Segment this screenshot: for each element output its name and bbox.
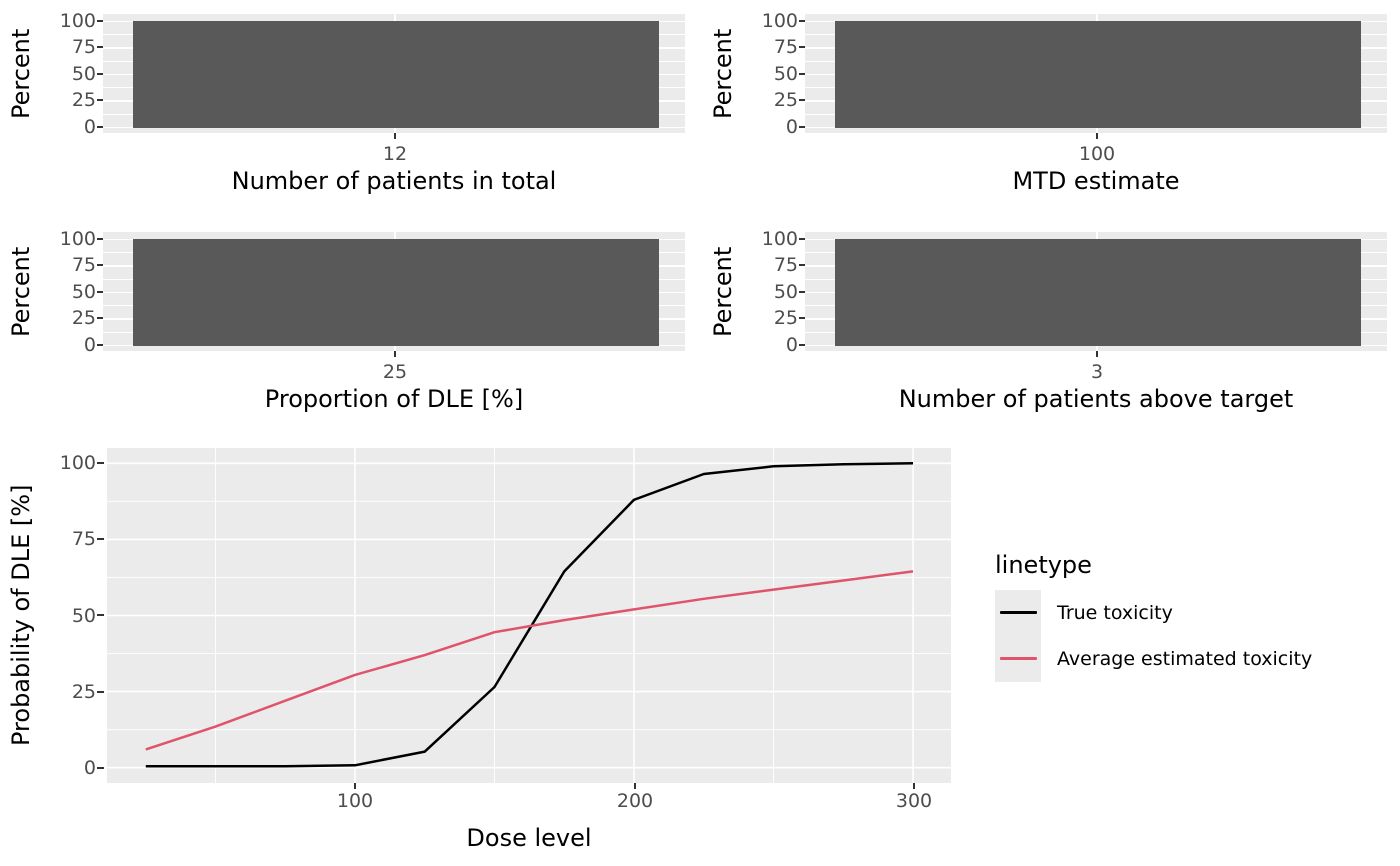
y-tick-mark bbox=[97, 291, 104, 293]
gridline bbox=[805, 126, 1387, 129]
legend-key-true-toxicity-line bbox=[1000, 611, 1037, 614]
x-axis-title: Dose level bbox=[466, 824, 592, 852]
y-tick-mark bbox=[97, 317, 104, 319]
y-tick-mark bbox=[799, 238, 806, 240]
x-tick-label: 12 bbox=[382, 143, 408, 165]
y-tick-label: 0 bbox=[83, 757, 96, 779]
plot-panel bbox=[103, 14, 685, 133]
x-tick-mark bbox=[354, 783, 356, 789]
y-tick-mark bbox=[799, 126, 806, 128]
plot-panel bbox=[805, 14, 1387, 133]
gridline bbox=[103, 126, 685, 129]
x-axis-title: Proportion of DLE [%] bbox=[264, 385, 524, 413]
percent-bar bbox=[835, 239, 1361, 346]
y-tick-mark bbox=[799, 317, 806, 319]
x-tick-mark bbox=[394, 133, 396, 139]
x-tick-label: 300 bbox=[895, 790, 933, 812]
series-line-true-toxicity bbox=[145, 462, 914, 768]
x-tick-label: 25 bbox=[382, 361, 408, 383]
y-tick-mark bbox=[97, 344, 104, 346]
y-tick-mark bbox=[799, 264, 806, 266]
x-axis-title: Number of patients above target bbox=[898, 385, 1294, 413]
line-chart-dle-probability: Probability of DLE [%] 100 75 50 25 0 10… bbox=[0, 430, 1400, 866]
x-tick-label: 100 bbox=[336, 790, 374, 812]
y-tick-mark bbox=[799, 291, 806, 293]
y-tick-label: 75 bbox=[71, 254, 96, 276]
y-tick-label: 25 bbox=[71, 681, 96, 703]
legend-title: linetype bbox=[995, 551, 1092, 579]
y-tick-label: 0 bbox=[785, 116, 798, 138]
y-tick-label: 75 bbox=[773, 36, 798, 58]
y-tick-label: 25 bbox=[71, 307, 96, 329]
x-tick-label: 200 bbox=[616, 790, 654, 812]
y-tick-label: 50 bbox=[71, 281, 96, 303]
y-tick-mark bbox=[97, 614, 104, 616]
x-tick-label: 100 bbox=[1078, 143, 1116, 165]
y-tick-label: 25 bbox=[773, 307, 798, 329]
y-tick-label: 0 bbox=[83, 334, 96, 356]
percent-bar bbox=[133, 239, 659, 346]
y-tick-label: 75 bbox=[773, 254, 798, 276]
y-tick-mark bbox=[799, 73, 806, 75]
percent-bar bbox=[835, 21, 1361, 128]
y-tick-label: 50 bbox=[773, 281, 798, 303]
percent-bar bbox=[133, 21, 659, 128]
bar-chart-mtd-estimate: Percent 100 75 50 25 0 100 MTD estimate bbox=[702, 0, 1400, 210]
y-tick-label: 0 bbox=[83, 116, 96, 138]
y-tick-label: 0 bbox=[785, 334, 798, 356]
plot-panel bbox=[107, 448, 951, 783]
legend-label: True toxicity bbox=[1057, 602, 1173, 624]
y-tick-label: 100 bbox=[59, 452, 96, 474]
y-tick-label: 100 bbox=[761, 228, 798, 250]
y-tick-mark bbox=[97, 126, 104, 128]
x-tick-mark bbox=[394, 351, 396, 357]
gridline bbox=[103, 344, 685, 347]
series-line-estimated-toxicity bbox=[145, 570, 914, 751]
y-tick-label: 50 bbox=[773, 63, 798, 85]
y-tick-label: 75 bbox=[71, 36, 96, 58]
y-tick-label: 50 bbox=[71, 605, 96, 627]
y-tick-mark bbox=[97, 691, 104, 693]
y-tick-mark bbox=[97, 462, 104, 464]
legend-label: Average estimated toxicity bbox=[1057, 648, 1313, 670]
y-tick-mark bbox=[97, 264, 104, 266]
y-tick-label: 50 bbox=[71, 63, 96, 85]
x-tick-mark bbox=[634, 783, 636, 789]
x-tick-mark bbox=[913, 783, 915, 789]
x-tick-mark bbox=[1096, 351, 1098, 357]
y-tick-mark bbox=[97, 538, 104, 540]
y-tick-mark bbox=[97, 46, 104, 48]
x-axis-title: MTD estimate bbox=[1012, 167, 1180, 195]
y-tick-mark bbox=[799, 344, 806, 346]
x-tick-label: 3 bbox=[1090, 361, 1104, 383]
y-tick-mark bbox=[97, 99, 104, 101]
x-axis-title: Number of patients in total bbox=[231, 167, 557, 195]
y-tick-mark bbox=[97, 767, 104, 769]
y-tick-mark bbox=[97, 20, 104, 22]
x-tick-mark bbox=[1096, 133, 1098, 139]
plot-panel bbox=[103, 232, 685, 351]
y-tick-label: 25 bbox=[71, 89, 96, 111]
gridline bbox=[805, 344, 1387, 347]
y-tick-label: 100 bbox=[59, 228, 96, 250]
toxicity-curves-plot bbox=[107, 448, 951, 783]
bar-chart-patients-above-target: Percent 100 75 50 25 0 3 Number of patie… bbox=[702, 218, 1400, 428]
y-tick-label: 100 bbox=[59, 10, 96, 32]
y-tick-mark bbox=[97, 73, 104, 75]
bar-chart-dle-proportion: Percent 100 75 50 25 0 25 Proportion of … bbox=[0, 218, 700, 428]
y-tick-mark bbox=[799, 20, 806, 22]
y-tick-mark bbox=[97, 238, 104, 240]
y-tick-mark bbox=[799, 46, 806, 48]
y-tick-label: 75 bbox=[71, 528, 96, 550]
plot-panel bbox=[805, 232, 1387, 351]
y-tick-label: 100 bbox=[761, 10, 798, 32]
y-tick-label: 25 bbox=[773, 89, 798, 111]
y-tick-mark bbox=[799, 99, 806, 101]
legend-key-estimated-toxicity-line bbox=[1000, 657, 1037, 660]
bar-chart-patients-total: Percent 100 75 50 25 0 12 Number of pati… bbox=[0, 0, 700, 210]
